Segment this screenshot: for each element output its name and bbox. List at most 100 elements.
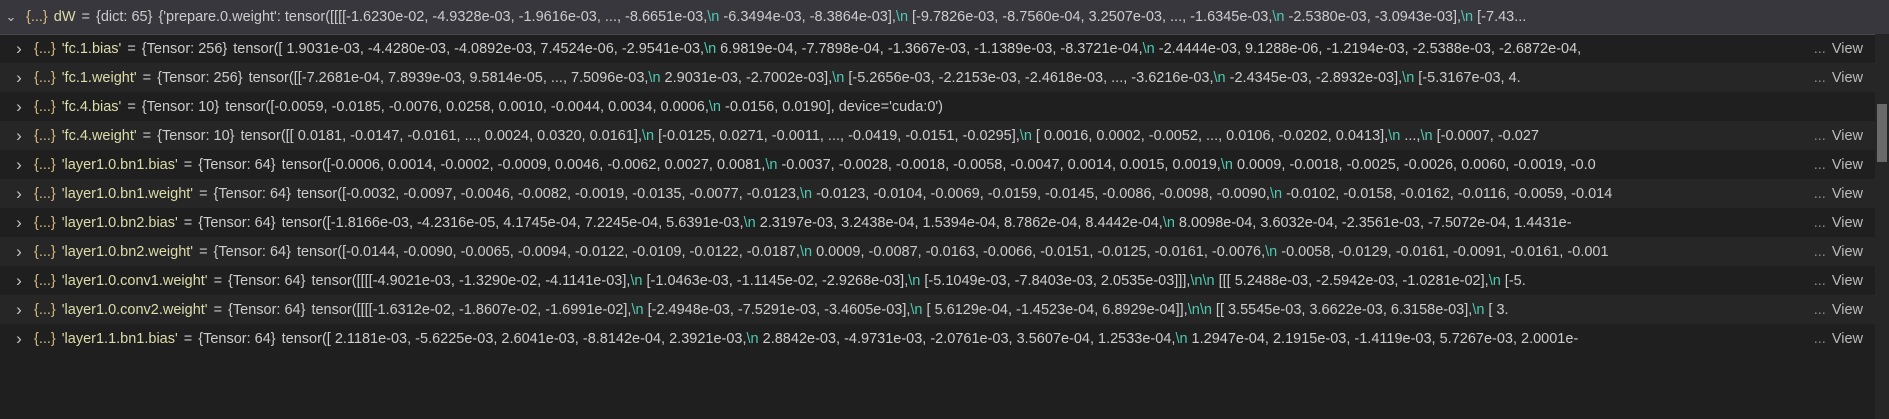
variable-key: 'layer1.0.bn2.weight'	[61, 243, 194, 260]
truncation-ellipsis: ...	[1813, 272, 1826, 289]
truncation-ellipsis: ...	[1813, 69, 1826, 86]
variable-type: {Tensor: 10}	[141, 98, 220, 115]
variable-type: {Tensor: 256}	[141, 40, 228, 57]
variable-key: 'layer1.0.conv1.weight'	[61, 272, 208, 289]
view-link[interactable]: View	[1831, 301, 1863, 318]
equals-sign: =	[183, 156, 193, 173]
variable-type: {Tensor: 64}	[198, 214, 276, 231]
equals-sign: =	[81, 9, 90, 25]
variable-kind-icon: {...}	[34, 301, 56, 318]
equals-sign: =	[127, 40, 136, 57]
chevron-right-icon[interactable]: ›	[16, 241, 22, 261]
variable-value: tensor([-0.0006, 0.0014, -0.0002, -0.000…	[281, 156, 1596, 173]
chevron-right-icon[interactable]: ›	[16, 270, 22, 290]
view-link[interactable]: View	[1831, 185, 1863, 202]
view-link[interactable]: View	[1831, 272, 1863, 289]
scrollbar-thumb[interactable]	[1877, 104, 1887, 162]
dict-kind-icon: {...}	[26, 9, 48, 25]
view-link[interactable]: View	[1831, 40, 1863, 57]
chevron-right-icon[interactable]: ›	[16, 183, 22, 203]
variable-kind-icon: {...}	[34, 69, 56, 86]
truncation-ellipsis: ...	[1813, 185, 1826, 202]
variable-kind-icon: {...}	[34, 330, 56, 347]
view-link[interactable]: View	[1831, 330, 1863, 347]
variable-type: {Tensor: 10}	[157, 127, 235, 144]
variable-type: {Tensor: 64}	[213, 185, 291, 202]
chevron-right-icon[interactable]: ›	[16, 125, 22, 145]
truncation-ellipsis: ...	[1813, 330, 1826, 347]
variable-kind-icon: {...}	[34, 98, 56, 115]
variable-value: tensor([[-7.2681e-04, 7.8939e-03, 9.5814…	[248, 69, 1521, 86]
variable-value: tensor([ 1.9031e-03, -4.4280e-03, -4.089…	[233, 40, 1582, 57]
truncation-ellipsis: ...	[1813, 156, 1826, 173]
variable-row[interactable]: › {...} 'layer1.0.bn2.weight' = {Tensor: 64}…	[0, 237, 1889, 266]
variable-kind-icon: {...}	[34, 185, 56, 202]
equals-sign: =	[199, 185, 208, 202]
equals-sign: =	[127, 98, 136, 115]
variable-row[interactable]: › {...} 'layer1.0.conv2.weight' = {Tensor: 6…	[0, 295, 1889, 324]
chevron-right-icon[interactable]: ›	[16, 328, 22, 348]
view-link[interactable]: View	[1831, 214, 1863, 231]
equals-sign: =	[213, 272, 223, 289]
variable-value: {'prepare.0.weight': tensor([[[[-1.6230e…	[158, 9, 1527, 25]
variable-type: {Tensor: 256}	[157, 69, 243, 86]
variable-kind-icon: {...}	[34, 214, 56, 231]
view-link[interactable]: View	[1831, 243, 1863, 260]
variable-value: tensor([[[[-1.6312e-02, -1.8607e-02, -1.…	[311, 301, 1509, 318]
truncation-ellipsis: ...	[1813, 243, 1826, 260]
chevron-right-icon[interactable]: ›	[16, 67, 22, 87]
variable-kind-icon: {...}	[34, 243, 56, 260]
variable-key: 'layer1.0.conv2.weight'	[61, 301, 208, 318]
variable-type: {Tensor: 64}	[198, 330, 276, 347]
variable-kind-icon: {...}	[34, 156, 56, 173]
equals-sign: =	[199, 243, 208, 260]
view-link[interactable]: View	[1831, 156, 1863, 173]
variable-value: tensor([-0.0059, -0.0185, -0.0076, 0.025…	[225, 98, 943, 115]
equals-sign: =	[142, 69, 152, 86]
equals-sign: =	[213, 301, 223, 318]
truncation-ellipsis: ...	[1813, 40, 1826, 57]
chevron-right-icon[interactable]: ›	[16, 154, 22, 174]
chevron-right-icon[interactable]: ›	[16, 96, 22, 116]
variable-row[interactable]: › {...} 'layer1.0.conv1.weight' = {Tensor: 6…	[0, 266, 1889, 295]
variable-type: {Tensor: 64}	[198, 156, 276, 173]
vertical-scrollbar[interactable]	[1875, 34, 1889, 419]
variable-key: 'layer1.0.bn1.bias'	[61, 156, 178, 173]
variable-key: 'layer1.0.bn1.weight'	[61, 185, 194, 202]
variable-key: 'layer1.1.bn1.bias'	[61, 330, 178, 347]
variable-row[interactable]: › {...} 'layer1.0.bn2.bias' = {Tensor: 64} te…	[0, 208, 1889, 237]
chevron-right-icon[interactable]: ›	[16, 299, 22, 319]
variable-name: dW	[53, 9, 76, 25]
variable-value: tensor([-1.8166e-03, -4.2316e-05, 4.1745…	[281, 214, 1572, 231]
chevron-right-icon[interactable]: ›	[16, 38, 22, 58]
variable-row[interactable]: › {...} 'layer1.0.bn1.weight' = {Tensor: 64}…	[0, 179, 1889, 208]
chevron-right-icon[interactable]: ›	[16, 212, 22, 232]
truncation-ellipsis: ...	[1813, 214, 1826, 231]
view-link[interactable]: View	[1831, 69, 1863, 86]
variable-row[interactable]: › {...} 'fc.4.weight' = {Tensor: 10} tensor([…	[0, 121, 1889, 150]
variable-value: tensor([[ 0.0181, -0.0147, -0.0161, ...,…	[240, 127, 1539, 144]
variable-key: 'fc.4.bias'	[61, 98, 122, 115]
variable-kind-icon: {...}	[34, 40, 56, 57]
variable-row[interactable]: › {...} 'fc.4.bias' = {Tensor: 10} tensor([-0…	[0, 92, 1889, 121]
variable-row[interactable]: › {...} 'layer1.1.bn1.bias' = {Tensor: 64} te…	[0, 324, 1889, 353]
variable-row[interactable]: › {...} 'layer1.0.bn1.bias' = {Tensor: 64} te…	[0, 150, 1889, 179]
chevron-down-icon[interactable]: ⌄	[5, 9, 17, 24]
view-link[interactable]: View	[1831, 127, 1863, 144]
variable-kind-icon: {...}	[34, 272, 56, 289]
root-variable-row[interactable]: ⌄ {...} dW = {dict: 65} {'prepare.0.weig…	[0, 0, 1889, 35]
variable-row[interactable]: › {...} 'fc.1.bias' = {Tensor: 256} tensor([ …	[0, 34, 1889, 63]
truncation-ellipsis: ...	[1813, 301, 1826, 318]
variable-value: tensor([-0.0032, -0.0097, -0.0046, -0.00…	[296, 185, 1613, 202]
truncation-ellipsis: ...	[1813, 127, 1826, 144]
variable-type: {Tensor: 64}	[228, 301, 306, 318]
variable-key: 'layer1.0.bn2.bias'	[61, 214, 178, 231]
equals-sign: =	[142, 127, 152, 144]
equals-sign: =	[183, 330, 193, 347]
variable-key: 'fc.4.weight'	[61, 127, 137, 144]
variable-kind-icon: {...}	[34, 127, 56, 144]
variable-type: {Tensor: 64}	[213, 243, 291, 260]
variable-row[interactable]: › {...} 'fc.1.weight' = {Tensor: 256} tensor(…	[0, 63, 1889, 92]
variable-value: tensor([[[[-4.9021e-03, -1.3290e-02, -4.…	[311, 272, 1526, 289]
